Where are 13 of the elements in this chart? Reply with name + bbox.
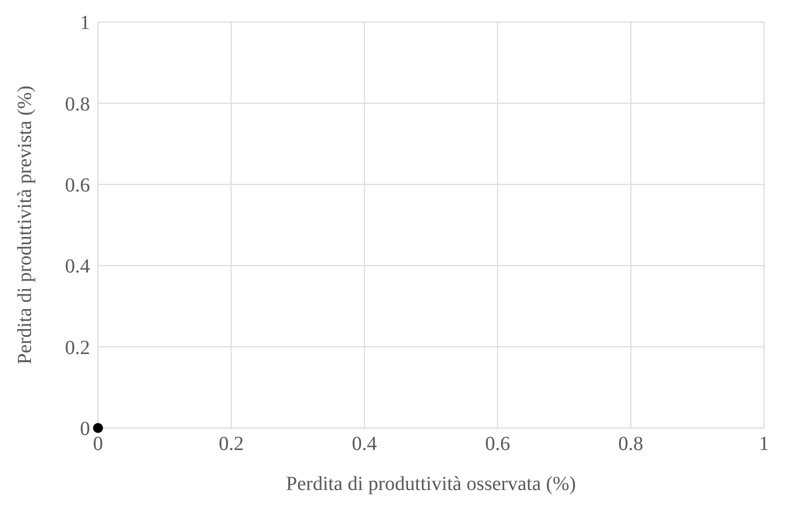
x-tick-label: 0.6 [485,433,510,456]
y-tick-label: 0.2 [65,336,90,359]
x-tick-label: 1 [759,433,769,456]
y-axis-title: Perdita di produttività prevista (%) [14,86,36,364]
y-tick-label: 0 [80,418,90,440]
x-axis-title: Perdita di produttività osservata (%) [286,473,576,495]
y-tick-label: 0.8 [65,93,90,116]
x-tick-label: 0.2 [218,433,244,456]
x-tick-label: 0.8 [618,433,644,456]
y-tick-label: 0.4 [65,256,90,278]
y-tick-label: 0.6 [65,174,90,196]
x-tick-label: 0.4 [352,433,377,456]
y-tick-label: 1 [80,12,90,34]
